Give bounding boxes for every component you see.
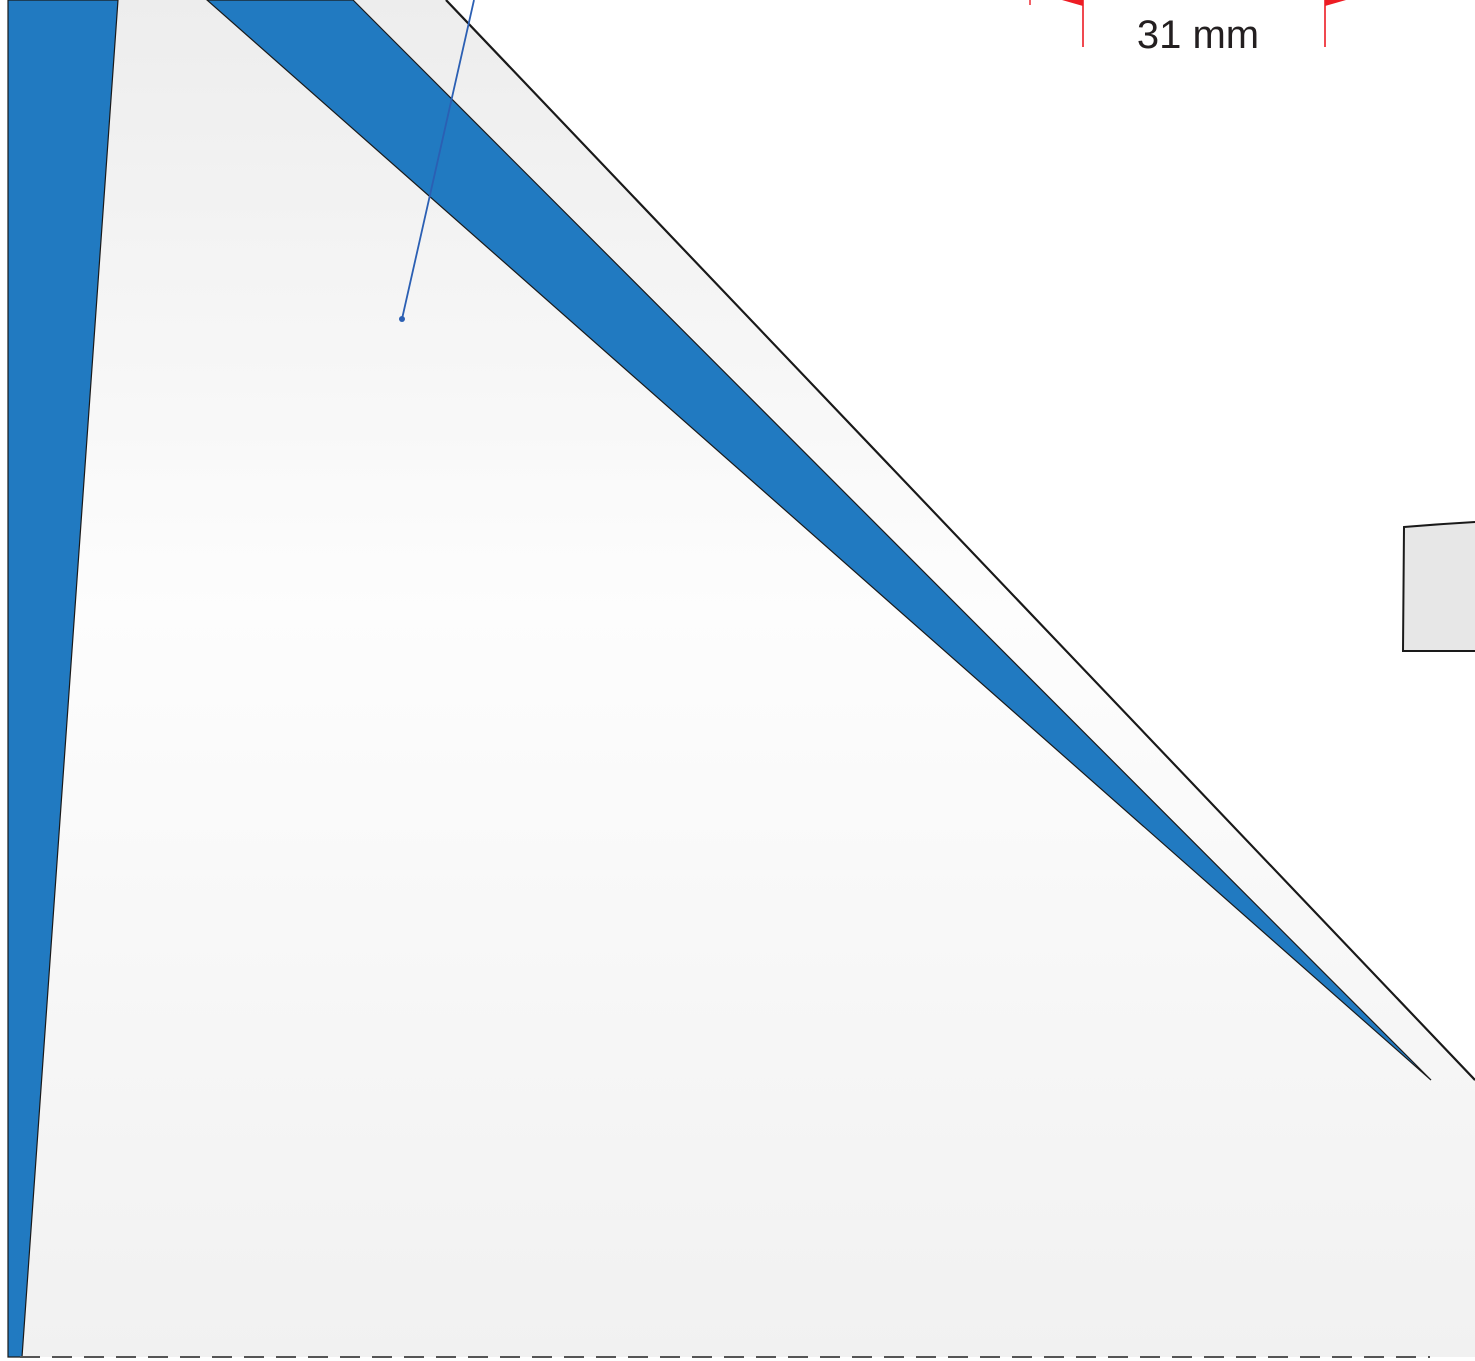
dimension-arrow-left xyxy=(1062,0,1083,6)
blue-diagonal-wedge xyxy=(206,0,1432,1081)
leader-line xyxy=(401,0,475,320)
dimension-arrow-right xyxy=(1325,0,1346,6)
right-tab xyxy=(1401,521,1475,652)
light-panel xyxy=(8,0,1475,1357)
leader-dot xyxy=(399,316,405,322)
white-outer-area xyxy=(449,0,1475,1077)
outer-edge-line-top xyxy=(445,0,1475,1081)
dimension-markers: 31 mm xyxy=(1029,0,1346,57)
dimension-label: 31 mm xyxy=(1137,13,1259,57)
